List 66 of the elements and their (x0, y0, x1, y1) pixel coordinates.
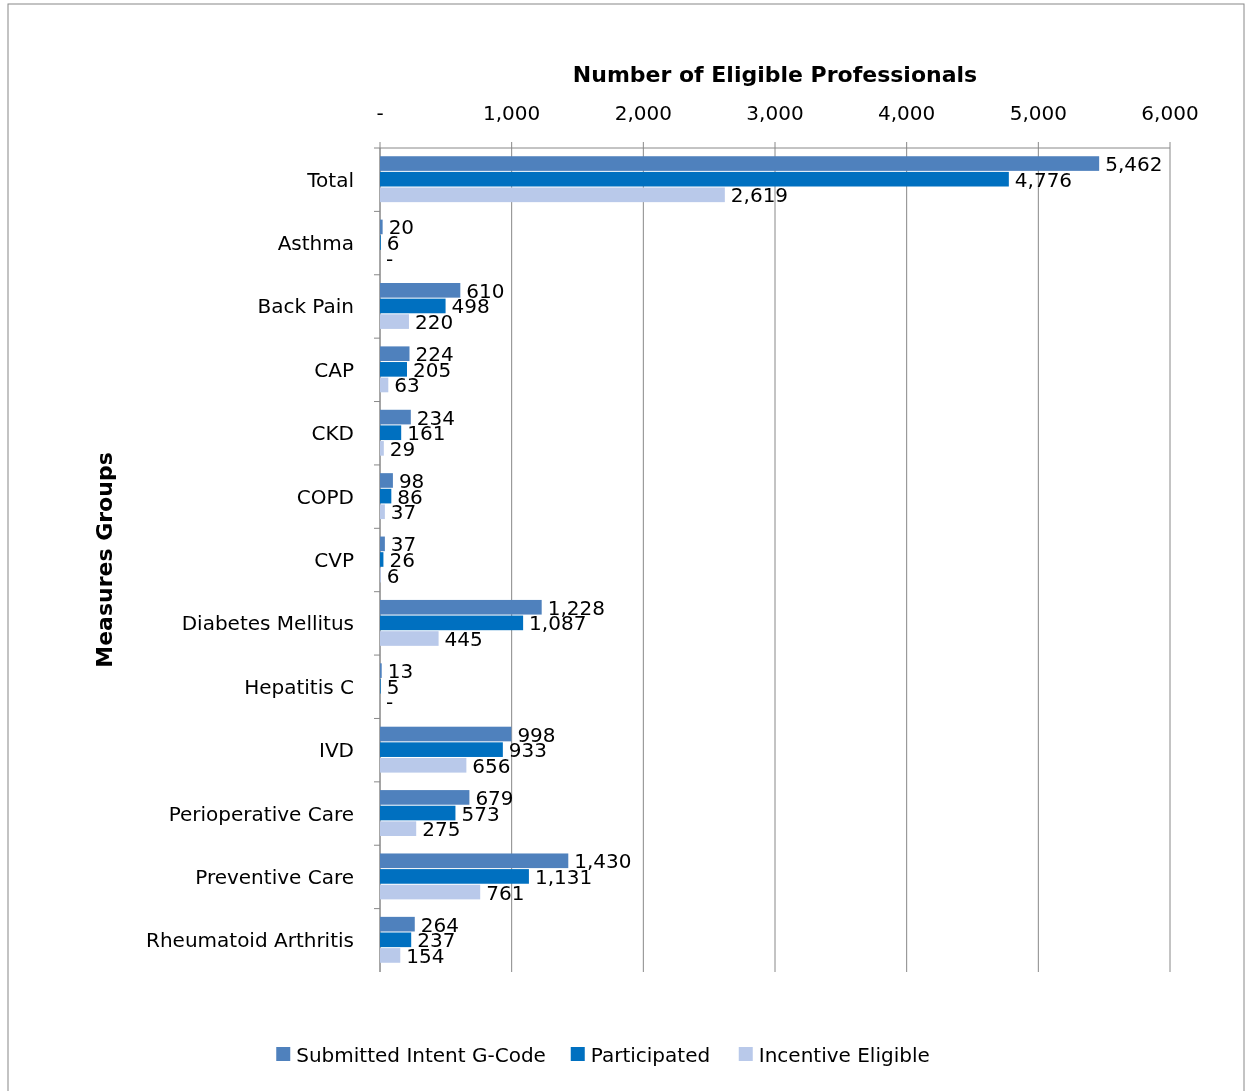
bar (380, 362, 407, 377)
bar (380, 171, 1009, 187)
y-tick-label: Total (306, 167, 354, 192)
bar (380, 314, 409, 329)
bar (380, 283, 461, 298)
bar (380, 377, 389, 393)
y-tick-label: Perioperative Care (168, 801, 354, 826)
bar (380, 869, 529, 884)
legend-label: Participated (590, 1043, 711, 1067)
y-tick-label: Preventive Care (195, 864, 354, 889)
bar (380, 948, 401, 963)
bar (380, 219, 383, 235)
bar (380, 884, 481, 900)
y-tick-label: COPD (296, 484, 354, 509)
bar (380, 473, 393, 488)
legend-label: Submitted Intent G-Code (296, 1043, 546, 1067)
x-tick-label: 3,000 (746, 101, 804, 125)
x-tick-label: 2,000 (614, 101, 672, 125)
bar (380, 853, 569, 869)
x-tick-label: 5,000 (1009, 101, 1067, 125)
y-axis-title: Measures Groups (92, 452, 117, 668)
legend-label: Incentive Eligible (758, 1043, 930, 1067)
x-tick-label: 6,000 (1141, 101, 1199, 125)
bar (380, 552, 384, 567)
bar (380, 790, 470, 805)
data-label: 4,776 (1014, 167, 1073, 192)
x-tick-label: 4,000 (878, 101, 936, 125)
x-axis-title: Number of Eligible Professionals (572, 62, 978, 87)
y-tick-label: CAP (314, 357, 354, 382)
data-label: 2,619 (730, 183, 789, 208)
x-tick-label: - (376, 101, 384, 125)
data-label: 275 (422, 817, 461, 842)
y-tick-label: Diabetes Mellitus (181, 611, 354, 636)
bar (380, 298, 446, 314)
bar (380, 631, 439, 646)
bar (380, 916, 415, 932)
y-tick-label: Hepatitis C (244, 674, 354, 699)
bar (380, 441, 384, 456)
bar (380, 156, 1100, 171)
y-tick-label: CKD (311, 421, 354, 446)
bar (380, 488, 392, 504)
bar (380, 742, 503, 757)
bar (380, 409, 411, 425)
bar (380, 536, 385, 552)
bar (380, 615, 524, 631)
x-tick-label: 1,000 (483, 101, 541, 125)
data-label: 445 (444, 627, 483, 652)
bar (380, 805, 456, 821)
bar (380, 504, 385, 520)
y-tick-label: Rheumatoid Arthritis (146, 928, 354, 953)
y-tick-label: IVD (319, 738, 354, 763)
data-label: 220 (414, 310, 454, 335)
bar (380, 932, 412, 948)
bar (380, 726, 512, 742)
bar (380, 187, 725, 203)
y-tick-label: Asthma (277, 231, 354, 256)
bar (380, 821, 417, 836)
data-label: 761 (486, 880, 525, 905)
y-tick-label: Back Pain (257, 294, 354, 319)
data-label: 656 (472, 753, 511, 778)
data-label: 5,462 (1105, 152, 1163, 177)
y-tick-label: CVP (314, 548, 354, 572)
bar (380, 346, 410, 362)
bar (380, 425, 402, 441)
bar (380, 757, 467, 773)
bar (380, 599, 542, 615)
